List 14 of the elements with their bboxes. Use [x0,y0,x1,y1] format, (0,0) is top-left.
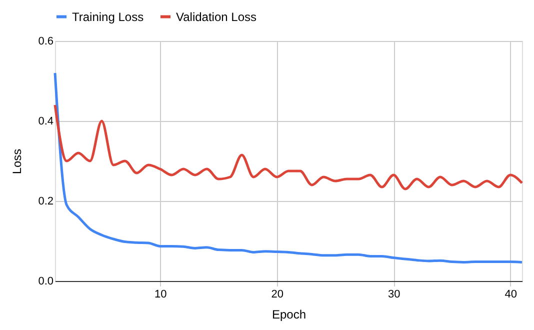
y-tick-label: 0.2 [38,196,54,208]
y-tick-label: 0.6 [38,36,54,48]
line-series [54,104,524,190]
x-tick-label: 20 [271,288,284,300]
y-axis-title: Loss [10,148,24,174]
legend-label: Training Loss [72,10,144,24]
x-tick-label: 10 [154,288,167,300]
line-series [54,72,524,264]
legend-label: Validation Loss [176,10,256,24]
x-axis-title: Epoch [272,308,306,322]
y-tick-label: 0.4 [38,116,54,128]
y-tick-label: 0.0 [38,276,54,288]
x-tick-label: 30 [388,288,400,300]
x-tick-label: 40 [504,288,517,300]
